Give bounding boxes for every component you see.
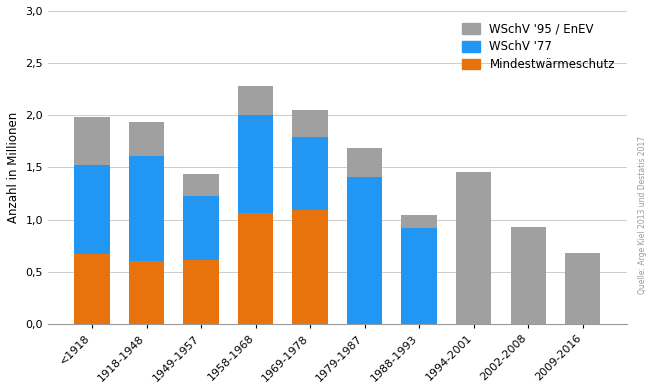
Bar <box>129 122 164 156</box>
Bar <box>292 210 328 324</box>
Y-axis label: Anzahl in Millionen: Anzahl in Millionen <box>7 112 20 223</box>
Bar <box>183 174 219 196</box>
Bar <box>456 172 491 324</box>
Bar <box>238 86 273 115</box>
Bar <box>238 115 273 213</box>
Bar <box>74 165 110 254</box>
Bar <box>292 137 328 210</box>
Bar <box>183 261 219 324</box>
Text: Quelle: Arge Kiel 2013 und Destatis 2017: Quelle: Arge Kiel 2013 und Destatis 2017 <box>638 135 647 294</box>
Bar <box>238 213 273 324</box>
Bar <box>292 110 328 137</box>
Legend: WSchV '95 / EnEV, WSchV '77, Mindestwärmeschutz: WSchV '95 / EnEV, WSchV '77, Mindestwärm… <box>456 17 621 77</box>
Bar <box>347 177 382 324</box>
Bar <box>565 253 601 324</box>
Bar <box>347 148 382 177</box>
Bar <box>402 228 437 324</box>
Bar <box>510 227 546 324</box>
Bar <box>129 156 164 261</box>
Bar <box>129 261 164 324</box>
Bar <box>74 254 110 324</box>
Bar <box>74 117 110 165</box>
Bar <box>183 196 219 261</box>
Bar <box>402 215 437 228</box>
